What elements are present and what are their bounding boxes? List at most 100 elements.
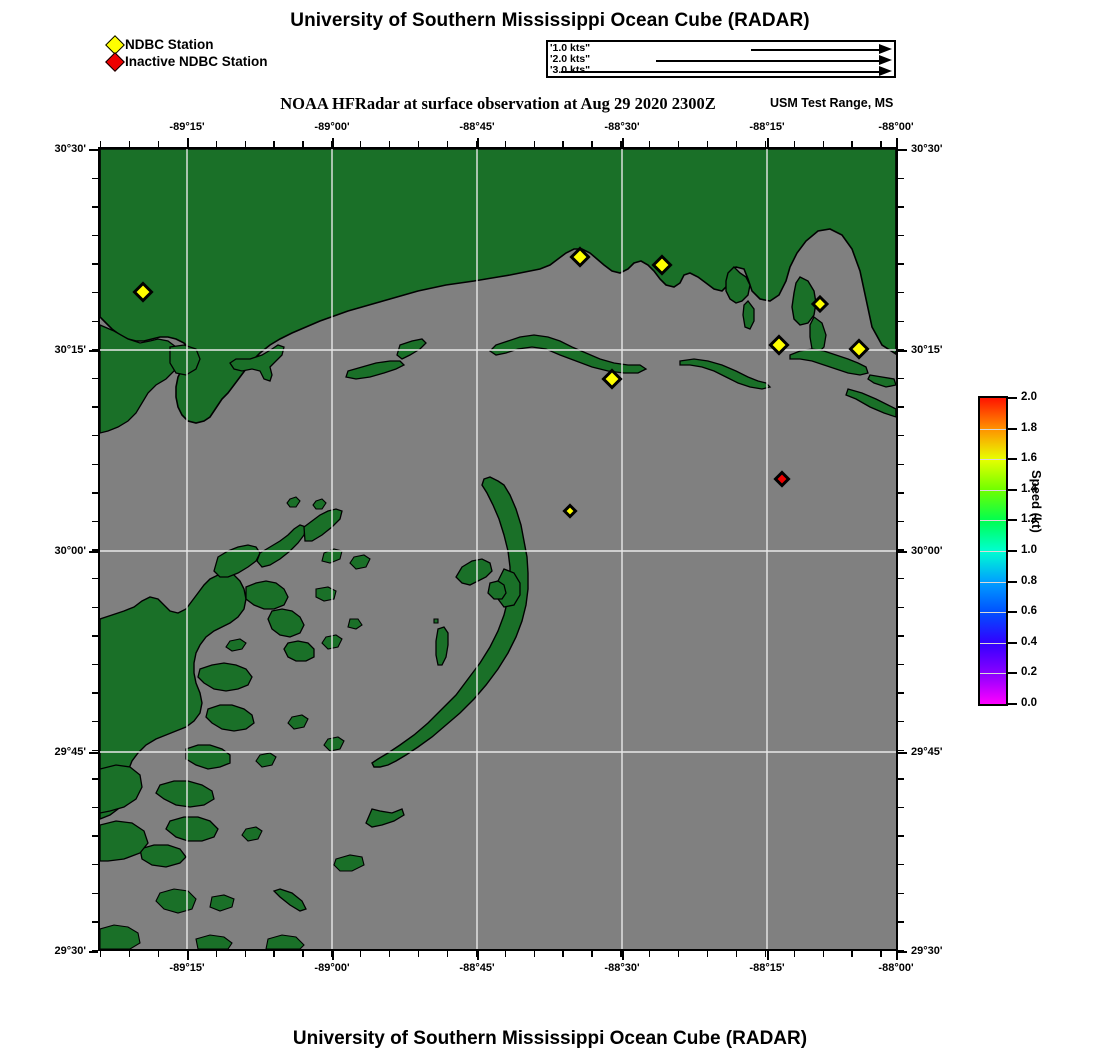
page-footer-title: University of Southern Mississippi Ocean… xyxy=(292,1028,808,1049)
y-minor-tick-right xyxy=(898,806,904,809)
y-major-tick-left xyxy=(89,149,98,151)
delta-marsh-islet-16 xyxy=(209,894,235,912)
x-minor-tick-bottom xyxy=(446,951,449,957)
vector-scale-row-1: '1.0 kts" xyxy=(548,43,894,55)
x-axis-label-bottom: -89°15' xyxy=(169,962,205,974)
y-minor-tick-left xyxy=(92,749,98,751)
colorbar-gridline xyxy=(980,459,1006,461)
y-minor-tick-left xyxy=(92,492,98,494)
x-minor-tick-bottom xyxy=(215,951,217,957)
x-major-tick-bottom xyxy=(477,951,479,960)
colorbar-gridline xyxy=(980,551,1006,552)
arrow-head-icon xyxy=(879,44,892,54)
colorbar-tick-label: 1.0 xyxy=(1021,544,1037,556)
x-minor-tick-top xyxy=(446,141,449,147)
y-minor-tick-right xyxy=(898,921,904,923)
x-minor-tick-bottom xyxy=(591,951,593,957)
y-minor-tick-left xyxy=(92,663,98,666)
land-bay-st-louis xyxy=(169,344,201,376)
station-legend: NDBC Station Inactive NDBC Station xyxy=(105,34,268,72)
y-minor-tick-left xyxy=(92,263,98,265)
legend-label-ndbc: NDBC Station xyxy=(125,36,214,52)
island-dauphin-east-tip xyxy=(867,374,896,388)
station-marker-s2[interactable] xyxy=(569,246,591,268)
delta-marsh-islet-15 xyxy=(155,888,197,914)
chandeleur-island-inner-3 xyxy=(435,626,449,666)
colorbar-title: Speed (kt) xyxy=(1029,470,1044,533)
x-major-tick-top xyxy=(187,138,189,147)
y-minor-tick-left xyxy=(92,606,98,608)
delta-marsh-main xyxy=(100,572,247,820)
colorbar-tick xyxy=(1008,611,1017,614)
island-horn xyxy=(488,334,648,374)
x-minor-tick-bottom xyxy=(417,951,420,957)
delta-marsh-islet-2 xyxy=(349,554,371,570)
y-minor-tick-right xyxy=(898,406,904,408)
delta-marsh-islet-4 xyxy=(286,496,301,508)
colorbar-gridline xyxy=(980,489,1006,491)
delta-marsh-sw-block-2 xyxy=(100,820,149,862)
station-marker-s9[interactable] xyxy=(773,470,791,488)
delta-marsh-islet-11 xyxy=(323,736,345,752)
x-minor-tick-top xyxy=(244,141,246,147)
y-major-tick-left xyxy=(89,951,98,953)
x-minor-tick-top xyxy=(475,141,478,147)
x-minor-tick-bottom xyxy=(128,951,131,957)
x-major-tick-bottom xyxy=(622,951,624,960)
chandeleur-south-tail xyxy=(365,808,405,828)
x-minor-tick-bottom xyxy=(302,951,304,957)
station-marker-s5[interactable] xyxy=(768,334,790,356)
x-major-tick-top xyxy=(622,138,624,147)
y-minor-tick-right xyxy=(898,234,904,237)
x-major-tick-top xyxy=(896,138,898,147)
x-minor-tick-top xyxy=(360,141,362,147)
y-axis-label-left: 30°00' xyxy=(54,545,87,557)
vector-scale-line-1 xyxy=(751,49,881,51)
y-minor-tick-right xyxy=(898,606,904,608)
station-markers-layer[interactable] xyxy=(132,246,870,519)
x-minor-tick-bottom xyxy=(100,951,102,957)
y-minor-tick-right xyxy=(898,721,904,723)
station-marker-s4[interactable] xyxy=(810,294,830,314)
y-minor-tick-right xyxy=(898,778,904,780)
y-axis-label-left: 29°45' xyxy=(54,746,87,758)
delta-marsh-islet-18 xyxy=(265,934,305,949)
station-marker-s7[interactable] xyxy=(601,368,623,390)
y-minor-tick-left xyxy=(92,177,98,179)
chandeleur-isolated-dot-1 xyxy=(433,618,439,624)
y-minor-tick-left xyxy=(92,806,98,809)
delta-marsh-sw-block xyxy=(100,764,143,814)
station-marker-s8[interactable] xyxy=(562,503,578,519)
x-minor-tick-top xyxy=(620,141,622,147)
y-major-tick-right xyxy=(898,350,907,352)
y-minor-tick-left xyxy=(92,892,98,894)
y-axis-label-left: 30°15' xyxy=(54,344,87,356)
x-minor-tick-top xyxy=(678,141,680,147)
x-axis-label-top: -88°15' xyxy=(749,121,785,133)
station-marker-s1[interactable] xyxy=(132,281,154,303)
y-minor-tick-right xyxy=(898,435,904,437)
x-minor-tick-top xyxy=(880,141,882,147)
colorbar-gridline xyxy=(980,428,1006,430)
y-major-tick-right xyxy=(898,551,907,553)
x-minor-tick-top xyxy=(851,141,853,147)
colorbar-tick xyxy=(1008,519,1017,522)
x-axis-label-top: -88°00' xyxy=(878,121,914,133)
y-minor-tick-right xyxy=(898,520,904,523)
y-minor-tick-left xyxy=(92,377,98,380)
y-minor-tick-right xyxy=(898,578,904,580)
x-minor-tick-bottom xyxy=(649,951,651,957)
x-major-tick-bottom xyxy=(767,951,769,960)
map-plot-area[interactable] xyxy=(98,147,898,951)
x-minor-tick-bottom xyxy=(360,951,362,957)
station-marker-s3[interactable] xyxy=(651,254,673,276)
x-major-tick-top xyxy=(477,138,479,147)
y-major-tick-left xyxy=(89,752,98,754)
x-minor-tick-bottom xyxy=(389,951,391,957)
delta-marsh-south-4 xyxy=(155,780,215,808)
x-minor-tick-top xyxy=(302,141,304,147)
diamond-icon xyxy=(105,51,125,72)
y-minor-tick-right xyxy=(898,463,904,465)
colorbar-tick-label: 0.4 xyxy=(1021,635,1037,648)
station-marker-s6[interactable] xyxy=(848,338,870,360)
